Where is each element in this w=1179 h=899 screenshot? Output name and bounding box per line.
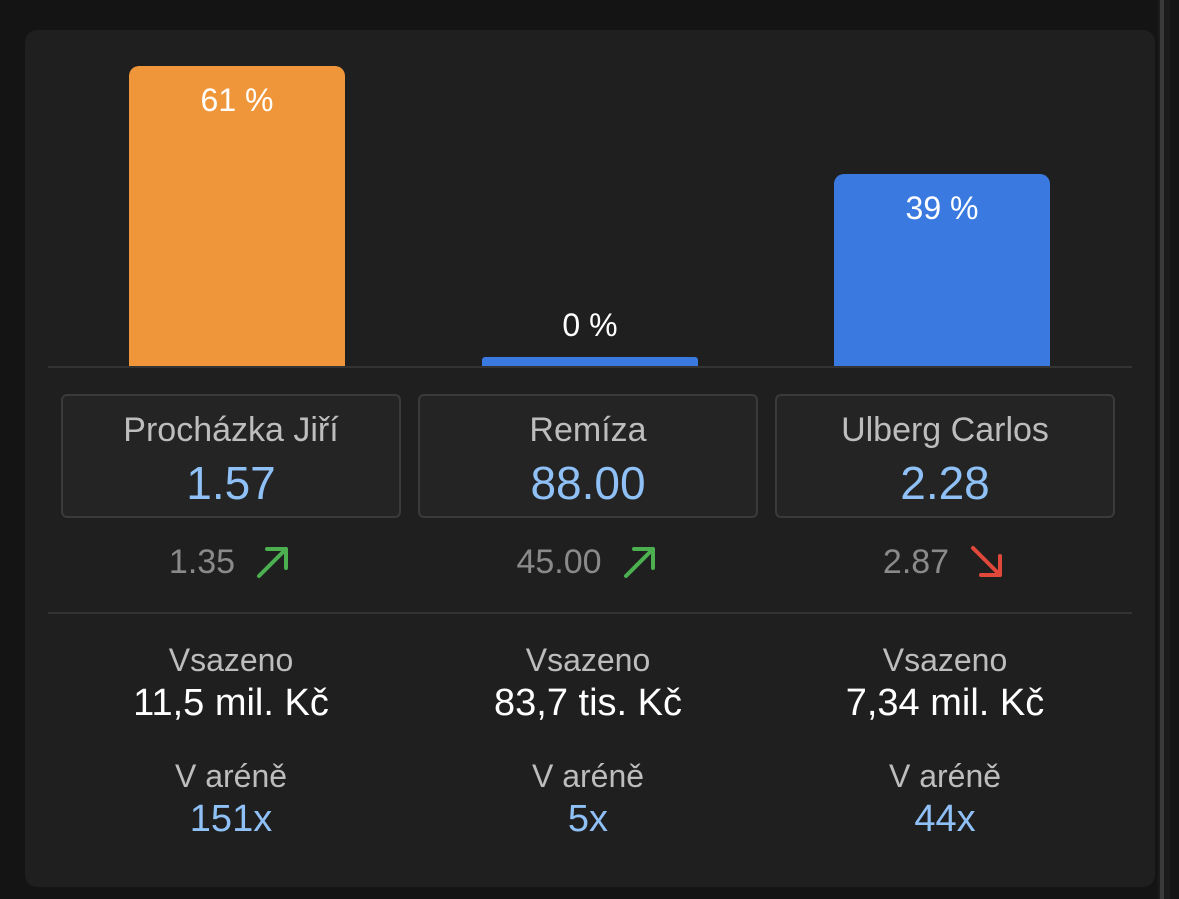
stats-outcome-2: Vsazeno 7,34 mil. Kč V aréně 44x (775, 640, 1115, 842)
chart-baseline (48, 366, 1132, 368)
betting-card: 61 % 0 % 39 % Procházka Jiří 1.57 Remíza… (25, 30, 1155, 887)
arena-count: 44x (914, 798, 976, 840)
bar-label-outcome-2: 39 % (905, 190, 979, 227)
outcome-name: Remíza (529, 411, 647, 449)
bar-outcome-2 (834, 174, 1050, 366)
section-divider (48, 612, 1132, 614)
previous-odds-outcome-1: 1.35 (61, 538, 401, 586)
previous-odds-value: 1.35 (168, 543, 236, 581)
odds-value: 88.00 (530, 457, 646, 509)
staked-label: Vsazeno (882, 642, 1008, 678)
arena-label: V aréně (531, 758, 645, 794)
bar-outcome-draw (482, 357, 698, 366)
arena-count: 5x (567, 798, 609, 840)
previous-odds-value: 45.00 (516, 543, 602, 581)
previous-odds-outcome-2: 2.87 (775, 538, 1115, 586)
trend-down-arrow-icon (971, 546, 1003, 577)
trend-up-arrow-icon (623, 547, 655, 578)
stats-draw: Vsazeno 83,7 tis. Kč V aréně 5x (418, 640, 758, 842)
staked-label: Vsazeno (525, 642, 651, 678)
previous-odds-value: 2.87 (882, 543, 950, 581)
staked-label: Vsazeno (168, 642, 294, 678)
scrollbar-thumb[interactable] (1160, 0, 1164, 899)
odds-button-outcome-1[interactable]: Procházka Jiří 1.57 (61, 394, 401, 518)
odds-button-outcome-2[interactable]: Ulberg Carlos 2.28 (775, 394, 1115, 518)
odds-value: 2.28 (900, 457, 990, 509)
arena-count: 151x (189, 798, 273, 840)
bar-label-outcome-draw: 0 % (562, 307, 618, 343)
arena-label: V aréně (174, 758, 288, 794)
trend-up-arrow-icon (257, 547, 289, 578)
outcome-name: Ulberg Carlos (841, 411, 1049, 449)
bar-label-outcome-1: 61 % (200, 82, 274, 118)
staked-amount: 83,7 tis. Kč (494, 682, 682, 724)
stats-outcome-1: Vsazeno 11,5 mil. Kč V aréně 151x (61, 640, 401, 842)
staked-amount: 7,34 mil. Kč (845, 682, 1045, 724)
bet-share-chart: 61 % 0 % 39 % (25, 30, 1155, 370)
outcome-name: Procházka Jiří (123, 411, 339, 449)
staked-amount: 11,5 mil. Kč (133, 682, 329, 724)
previous-odds-draw: 45.00 (418, 538, 758, 586)
bar-outcome-1 (129, 66, 345, 366)
odds-button-draw[interactable]: Remíza 88.00 (418, 394, 758, 518)
arena-label: V aréně (888, 758, 1002, 794)
odds-value: 1.57 (186, 457, 276, 509)
